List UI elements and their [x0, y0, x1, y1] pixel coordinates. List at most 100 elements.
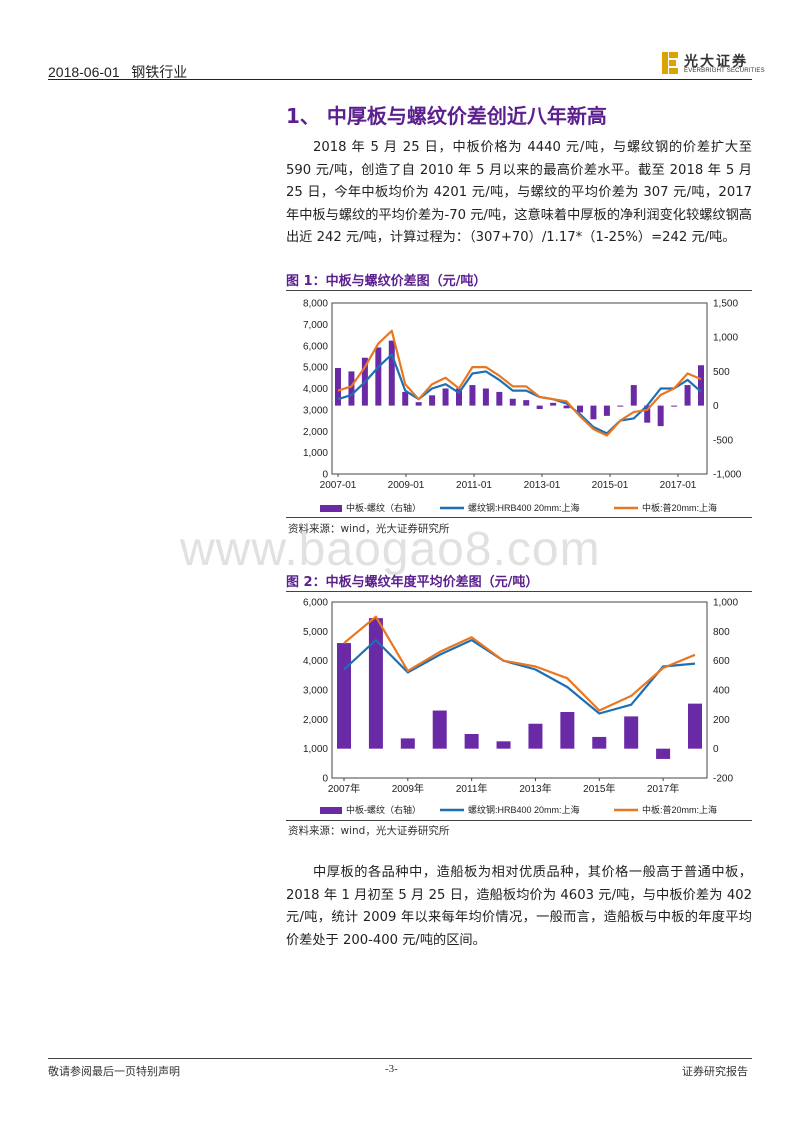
x-tick-label: 2007-01 [320, 480, 357, 491]
header-divider [48, 79, 752, 80]
spread-bar [368, 618, 383, 749]
y-left-tick-label: 2,000 [303, 427, 328, 438]
x-tick-label: 2011年 [456, 782, 488, 795]
rebar-price-line [343, 639, 696, 715]
figure2-bottom-rule [286, 820, 752, 821]
y-left-tick-label: 5,000 [303, 363, 328, 374]
legend-label-plate: 中板:普20mm:上海 [642, 804, 717, 815]
spread-bar [415, 402, 422, 406]
y-left-tick-label: 0 [322, 774, 328, 785]
spread-bar [375, 347, 382, 406]
spread-bar [469, 385, 476, 406]
y-left-tick-label: 5,000 [303, 627, 328, 638]
x-tick-label: 2013-01 [524, 480, 561, 491]
y-left-tick-label: 7,000 [303, 320, 328, 331]
spread-bar [536, 405, 543, 410]
footer-divider [48, 1058, 752, 1059]
footer-disclaimer: 敬请参阅最后一页特别声明 [48, 1065, 180, 1078]
legend-label-rebar: 螺纹钢:HRB400 20mm:上海 [468, 804, 580, 815]
x-tick-label: 2015-01 [592, 480, 629, 491]
header-date-industry: 2018-06-01 钢铁行业 [48, 62, 187, 82]
spread-bar [617, 405, 624, 407]
spread-bar [523, 400, 530, 406]
spread-bar [688, 703, 702, 749]
section-title: 1、 中厚板与螺纹价差创近八年新高 [286, 104, 607, 128]
spread-bar [509, 398, 516, 406]
y-left-tick-label: 4,000 [303, 656, 328, 667]
x-tick-label: 2017-01 [660, 480, 697, 491]
y-right-tick-label: 0 [713, 744, 719, 755]
logo-chinese-name: 光大证券 [684, 54, 748, 70]
paragraph-shipbuilding: 中厚板的各品种中，造船板为相对优质品种，其价格一般高于普通中板，2018 年 1… [286, 865, 752, 948]
legend-label-spread: 中板-螺纹（右轴） [346, 502, 421, 513]
y-right-tick-label: 800 [713, 627, 730, 638]
y-left-tick-label: 3,000 [303, 405, 328, 416]
figure2-chart: 0 1,000 2,000 3,000 4,000 5,000 6,000 -200 0 200 4… [303, 598, 738, 816]
y-left-tick-label: 6,000 [303, 598, 328, 609]
spread-bar [528, 723, 543, 749]
y-left-tick-label: 4,000 [303, 384, 328, 395]
logo-english-name: EVERBRIGHT SECURITIES [684, 68, 765, 74]
spread-bar [429, 395, 436, 406]
figure1-top-rule [286, 290, 752, 291]
y-right-tick-label: 500 [713, 367, 730, 378]
watermark: www.baogao8.com [180, 523, 601, 576]
plot-frame [331, 302, 708, 475]
x-tick-label: 2011-01 [456, 480, 492, 491]
spread-bar [630, 385, 637, 406]
industry-name: 钢铁行业 [131, 64, 188, 80]
y-right-tick-label: -1,000 [713, 470, 742, 481]
spread-bar [644, 405, 651, 423]
y-right-tick-label: 200 [713, 715, 730, 726]
y-right-tick-label: 1,000 [713, 598, 738, 609]
legend-swatch-spread [320, 807, 342, 814]
y-left-tick-label: 3,000 [303, 686, 328, 697]
spread-bar [657, 405, 664, 427]
legend-label-spread: 中板-螺纹（右轴） [346, 804, 421, 815]
figure1-source: 资料来源：wind，光大证券研究所 [288, 523, 450, 535]
spread-bar [698, 365, 704, 406]
y-left-tick-label: 8,000 [303, 299, 328, 310]
spread-bar [624, 716, 639, 749]
y-right-tick-label: 400 [713, 686, 730, 697]
paragraph-intro: 2018 年 5 月 25 日，中板价格为 4440 元/吨，与螺纹钢的价差扩大… [286, 140, 752, 245]
spread-bar [402, 391, 409, 406]
x-tick-label: 2009-01 [388, 480, 425, 491]
y-left-tick-label: 1,000 [303, 448, 328, 459]
legend-label-plate: 中板:普20mm:上海 [642, 502, 717, 513]
page-number: -3- [385, 1063, 398, 1075]
spread-bar [563, 405, 570, 409]
legend-swatch-spread [320, 505, 342, 512]
x-tick-label: 2007年 [328, 782, 360, 795]
y-left-tick-label: 1,000 [303, 744, 328, 755]
plate-price-line [343, 615, 696, 712]
spread-bar [388, 340, 395, 406]
report-date: 2018-06-01 [48, 64, 120, 80]
spread-bar [560, 712, 575, 749]
y-right-tick-label: 600 [713, 656, 730, 667]
spread-bar [590, 405, 597, 420]
y-right-tick-label: -200 [713, 774, 733, 785]
spread-bar [442, 388, 449, 406]
plate-price-line [337, 329, 702, 437]
spread-bar [671, 405, 678, 407]
spread-bar [577, 405, 583, 413]
plot-frame [331, 601, 708, 779]
figure2-title: 图 2：中板与螺纹年度平均价差图（元/吨） [286, 575, 539, 590]
x-tick-label: 2017年 [647, 782, 679, 795]
x-tick-label: 2015年 [583, 782, 615, 795]
spread-bar [592, 736, 607, 749]
spread-bar [482, 388, 489, 406]
y-right-tick-label: 1,500 [713, 299, 738, 310]
footer-report-type: 证券研究报告 [682, 1065, 748, 1078]
spread-bar [496, 391, 503, 406]
y-left-tick-label: 0 [322, 470, 328, 481]
figure1-bottom-rule [286, 517, 752, 518]
y-left-tick-label: 6,000 [303, 341, 328, 352]
spread-bar [337, 643, 351, 749]
spread-bar [550, 402, 557, 406]
spread-bar [348, 371, 355, 406]
y-left-tick-label: 2,000 [303, 715, 328, 726]
y-right-tick-label: 1,000 [713, 333, 738, 344]
spread-bar [456, 388, 462, 406]
